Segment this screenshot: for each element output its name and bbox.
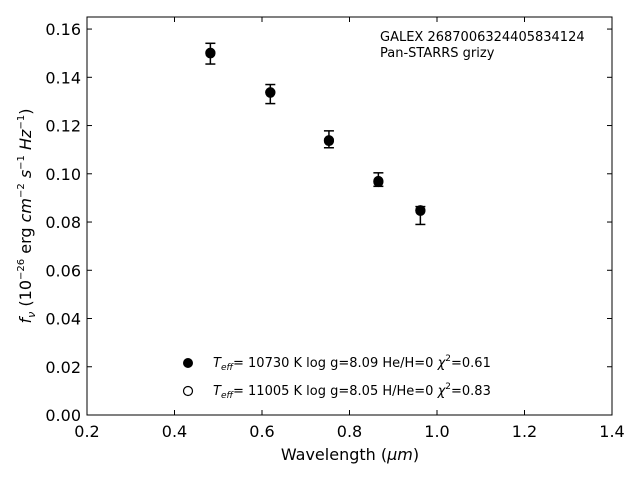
y-tick-label: 0.06 bbox=[45, 261, 81, 280]
y-tick-label: 0.00 bbox=[45, 406, 81, 425]
y-tick-label: 0.12 bbox=[45, 117, 81, 136]
annotation-object-id: GALEX 2687006324405834124 bbox=[380, 30, 585, 45]
y-tick-label: 0.10 bbox=[45, 165, 81, 184]
y-axis-ticks: 0.00 0.02 0.04 0.06 0.08 0.10 0.12 0.14 0.16 bbox=[45, 20, 612, 425]
x-axis-ticks: 0.2 0.4 0.6 0.8 1.0 1.2 1.4 bbox=[74, 17, 625, 441]
point-model-da bbox=[373, 176, 384, 188]
point-model-da bbox=[265, 87, 276, 98]
point-model-da bbox=[323, 135, 335, 147]
y-tick-label: 0.14 bbox=[45, 68, 81, 87]
x-tick-label: 0.8 bbox=[337, 422, 362, 441]
legend-entry-2: Teff= 11005 K log g=8.05 H/He=0 χ2=0.83 bbox=[213, 382, 491, 401]
legend: Teff= 10730 K log g=8.09 He/H=0 χ2=0.61 … bbox=[182, 354, 491, 401]
y-tick-label: 0.16 bbox=[45, 20, 81, 39]
x-tick-label: 0.2 bbox=[74, 422, 99, 441]
y-tick-label: 0.08 bbox=[45, 213, 81, 232]
legend-marker-open bbox=[182, 385, 194, 397]
y-axis-label: fν (10−26 erg cm−2 s−1 Hz−1) bbox=[16, 109, 38, 324]
point-model-da bbox=[415, 205, 426, 217]
y-tick-label: 0.04 bbox=[45, 310, 81, 329]
plot-area bbox=[86, 16, 613, 416]
y-tick-label: 0.02 bbox=[45, 358, 81, 377]
x-tick-label: 0.6 bbox=[249, 422, 274, 441]
x-tick-label: 1.4 bbox=[599, 422, 624, 441]
legend-entry-1: Teff= 10730 K log g=8.09 He/H=0 χ2=0.61 bbox=[213, 354, 491, 373]
model-series bbox=[205, 47, 426, 217]
x-axis-label: Wavelength (μm) bbox=[281, 445, 419, 464]
point-model-da bbox=[205, 47, 216, 58]
x-tick-label: 1.2 bbox=[512, 422, 537, 441]
x-tick-label: 0.4 bbox=[162, 422, 187, 441]
annotation-survey: Pan-STARRS grizy bbox=[380, 46, 495, 61]
legend-marker-filled bbox=[183, 358, 193, 368]
x-tick-label: 1.0 bbox=[424, 422, 449, 441]
